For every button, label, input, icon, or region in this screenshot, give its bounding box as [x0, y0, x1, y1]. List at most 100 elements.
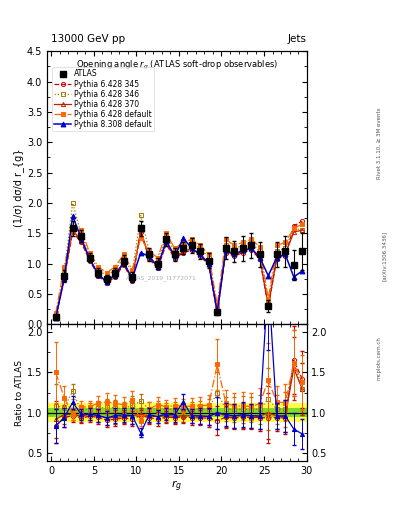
ATLAS: [173, 251, 177, 258]
Pythia 6.428 default: [300, 221, 305, 227]
Text: ATLAS_2019_I1772071: ATLAS_2019_I1772071: [126, 275, 197, 281]
Pythia 6.428 345: [206, 262, 211, 268]
ATLAS: [104, 275, 109, 282]
Pythia 8.308 default: [79, 235, 84, 241]
Pythia 6.428 default: [79, 227, 84, 233]
Pythia 6.428 346: [232, 245, 237, 251]
Pythia 8.308 default: [164, 238, 169, 244]
Pythia 6.428 370: [121, 261, 126, 267]
Pythia 6.428 370: [62, 274, 66, 280]
Pythia 6.428 346: [274, 248, 279, 254]
Pythia 6.428 370: [198, 251, 203, 258]
Pythia 6.428 346: [241, 242, 245, 248]
ATLAS: [223, 245, 228, 251]
Pythia 8.308 default: [130, 275, 134, 282]
ATLAS: [70, 225, 75, 231]
Pythia 6.428 346: [173, 248, 177, 254]
Pythia 6.428 345: [300, 218, 305, 224]
Pythia 6.428 370: [206, 261, 211, 267]
Pythia 6.428 346: [121, 254, 126, 261]
ATLAS: [164, 236, 169, 242]
ATLAS: [181, 245, 185, 251]
Line: Pythia 6.428 346: Pythia 6.428 346: [53, 201, 304, 318]
Text: Rivet 3.1.10, ≥ 3M events: Rivet 3.1.10, ≥ 3M events: [377, 108, 382, 179]
ATLAS: [113, 270, 118, 276]
Pythia 6.428 370: [223, 248, 228, 254]
Pythia 8.308 default: [241, 247, 245, 253]
ATLAS: [274, 251, 279, 258]
Pythia 8.308 default: [198, 251, 203, 258]
Pythia 8.308 default: [138, 249, 143, 255]
Pythia 6.428 346: [62, 270, 66, 276]
Pythia 6.428 345: [53, 315, 58, 321]
Pythia 6.428 345: [173, 255, 177, 262]
Pythia 6.428 default: [164, 230, 169, 237]
Pythia 6.428 346: [215, 306, 220, 312]
Line: Pythia 8.308 default: Pythia 8.308 default: [53, 214, 305, 321]
Pythia 6.428 370: [249, 245, 253, 251]
ATLAS: [232, 248, 237, 254]
ATLAS: [155, 261, 160, 267]
Pythia 8.308 default: [147, 253, 152, 260]
Pythia 6.428 default: [147, 248, 152, 254]
Text: Jets: Jets: [288, 33, 307, 44]
Pythia 8.308 default: [87, 255, 92, 262]
Pythia 6.428 345: [292, 223, 296, 229]
Pythia 6.428 default: [96, 264, 101, 270]
Pythia 6.428 default: [130, 267, 134, 273]
Pythia 6.428 345: [113, 274, 118, 280]
Pythia 6.428 370: [241, 248, 245, 254]
Pythia 6.428 370: [215, 309, 220, 315]
Pythia 6.428 default: [62, 264, 66, 270]
ATLAS: [257, 251, 262, 258]
Pythia 6.428 346: [283, 245, 288, 251]
Pythia 6.428 default: [241, 239, 245, 245]
Pythia 6.428 370: [300, 227, 305, 233]
Pythia 6.428 346: [96, 267, 101, 273]
Pythia 6.428 345: [266, 304, 271, 310]
Pythia 8.308 default: [223, 247, 228, 253]
Pythia 6.428 370: [292, 229, 296, 235]
Pythia 6.428 370: [266, 303, 271, 309]
Pythia 6.428 370: [79, 238, 84, 244]
Pythia 6.428 345: [155, 265, 160, 271]
Pythia 8.308 default: [274, 254, 279, 261]
ATLAS: [53, 314, 58, 320]
Pythia 6.428 370: [274, 254, 279, 261]
ATLAS: [147, 251, 152, 258]
Pythia 6.428 default: [87, 249, 92, 255]
Pythia 6.428 default: [198, 242, 203, 248]
Pythia 6.428 346: [206, 254, 211, 261]
Pythia 6.428 default: [223, 236, 228, 242]
Pythia 6.428 370: [181, 248, 185, 254]
Pythia 6.428 default: [249, 236, 253, 242]
Pythia 6.428 370: [70, 227, 75, 233]
Pythia 6.428 370: [87, 255, 92, 262]
Pythia 6.428 345: [70, 229, 75, 235]
Pythia 6.428 345: [87, 258, 92, 264]
Pythia 6.428 345: [62, 275, 66, 282]
Pythia 6.428 346: [249, 239, 253, 245]
Line: ATLAS: ATLAS: [53, 226, 305, 320]
Pythia 6.428 346: [70, 200, 75, 206]
Pythia 6.428 370: [53, 314, 58, 321]
Pythia 6.428 345: [138, 229, 143, 235]
X-axis label: $r_g$: $r_g$: [171, 478, 182, 494]
Pythia 6.428 default: [215, 302, 220, 308]
Pythia 8.308 default: [206, 261, 211, 267]
Pythia 6.428 346: [257, 248, 262, 254]
Pythia 6.428 default: [283, 239, 288, 245]
Pythia 6.428 default: [104, 270, 109, 276]
Pythia 6.428 346: [292, 225, 296, 231]
Pythia 6.428 default: [232, 242, 237, 248]
Pythia 6.428 370: [104, 279, 109, 285]
Pythia 6.428 345: [241, 249, 245, 255]
Pythia 6.428 default: [113, 264, 118, 270]
Y-axis label: (1/σ) dσ/d r_{g}: (1/σ) dσ/d r_{g}: [13, 148, 24, 227]
Pythia 8.308 default: [300, 268, 305, 274]
Pythia 6.428 370: [130, 275, 134, 282]
Pythia 6.428 345: [249, 247, 253, 253]
Legend: ATLAS, Pythia 6.428 345, Pythia 6.428 346, Pythia 6.428 370, Pythia 6.428 defaul: ATLAS, Pythia 6.428 345, Pythia 6.428 34…: [52, 67, 154, 132]
Pythia 6.428 346: [198, 245, 203, 251]
Pythia 6.428 346: [130, 270, 134, 276]
